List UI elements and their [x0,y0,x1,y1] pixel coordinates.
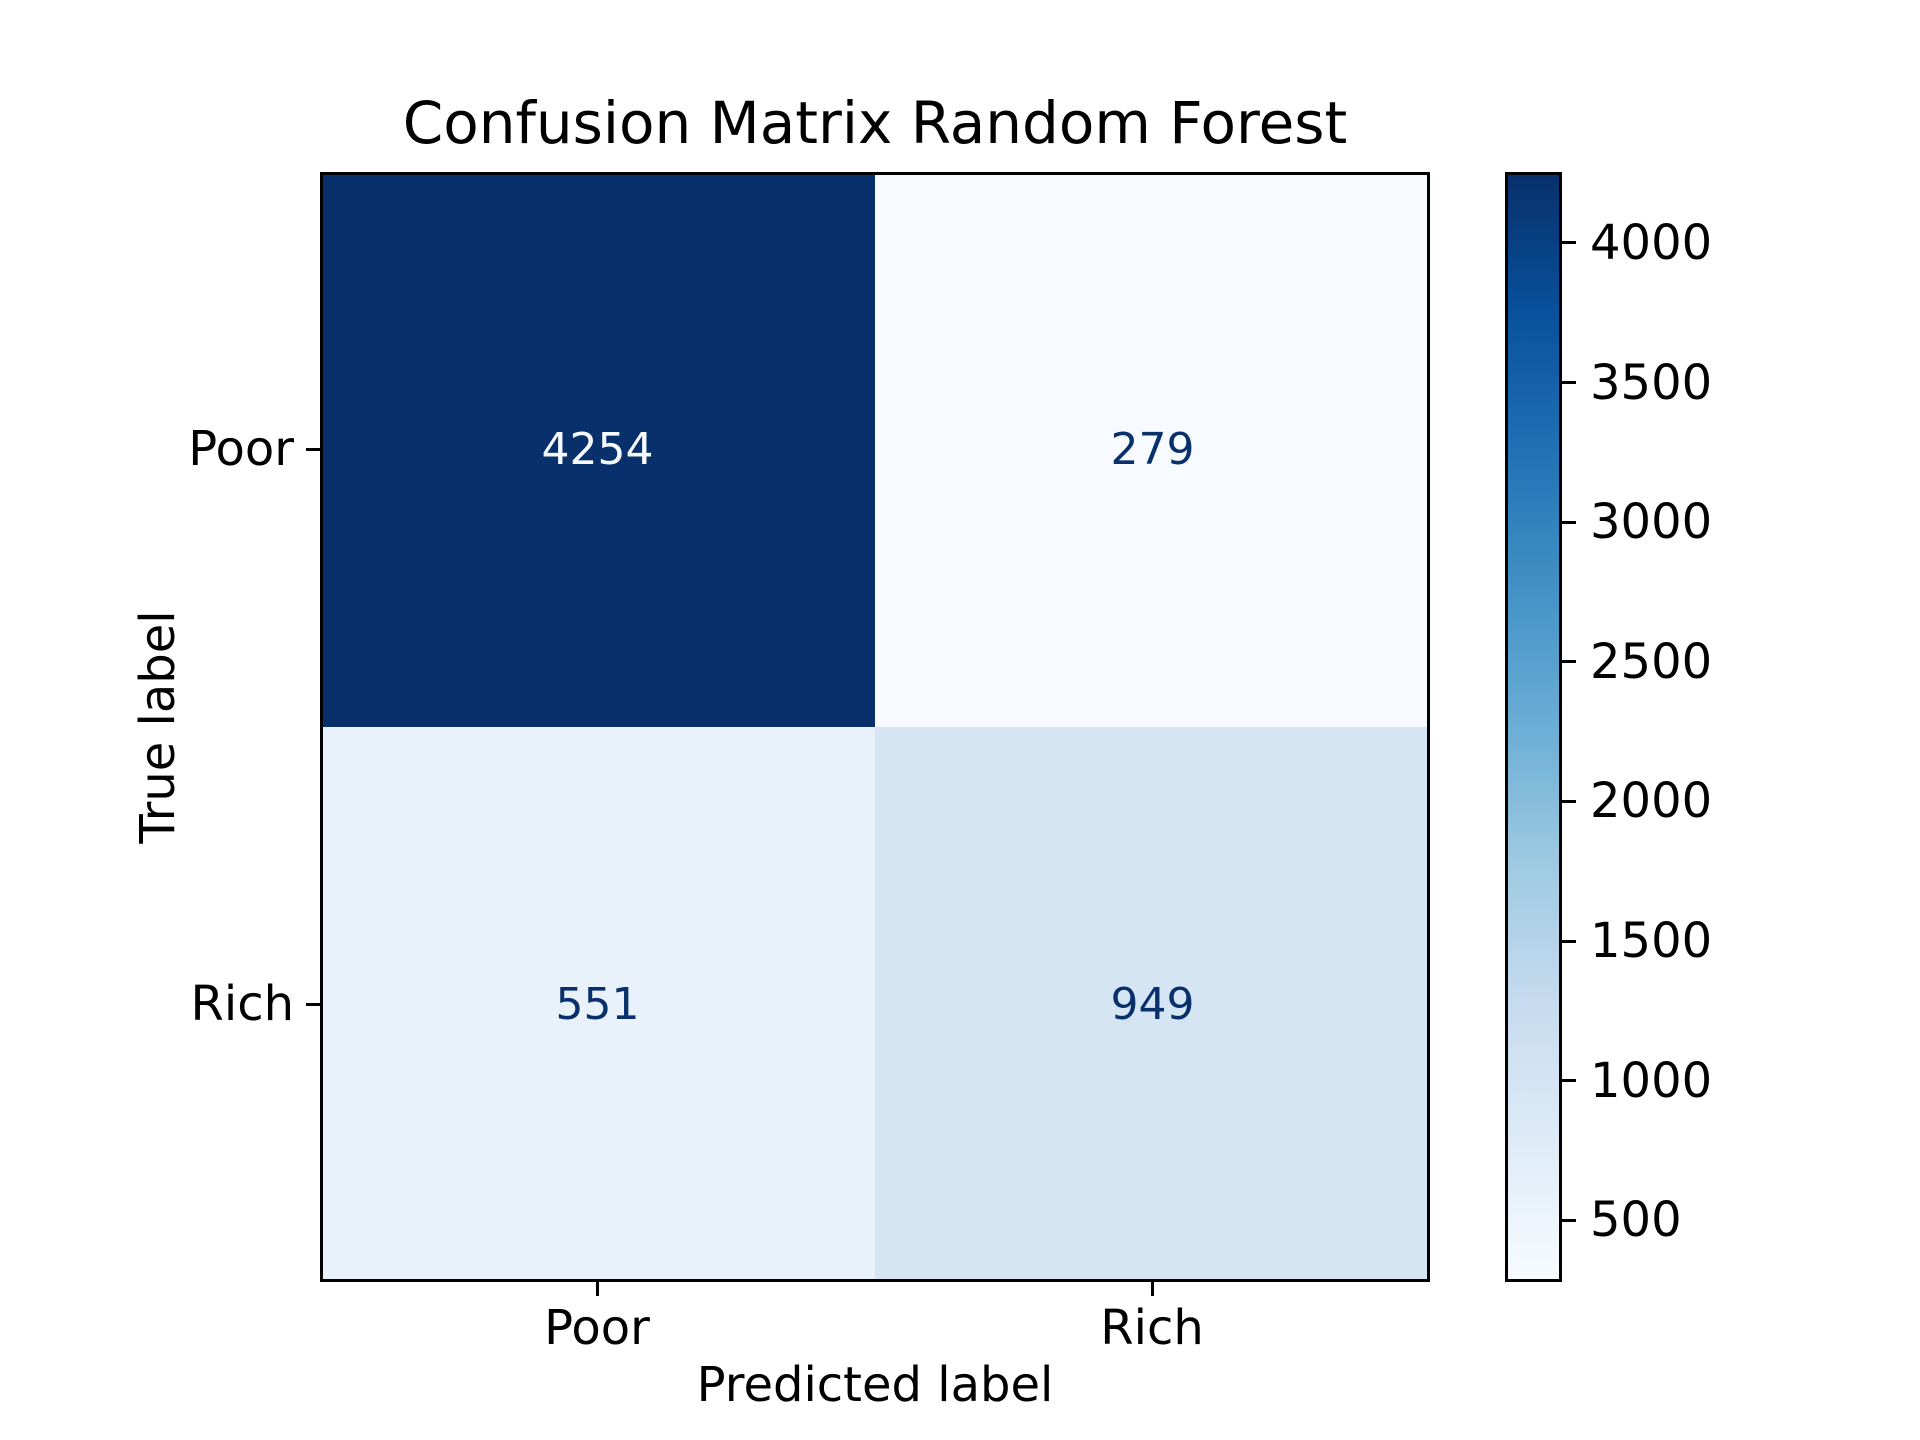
colorbar-tick-label-2000: 2000 [1590,773,1713,830]
ytick-label-rich: Rich [190,976,295,1032]
cell-value: 279 [1110,423,1195,475]
ytick-mark-rich [306,1003,320,1006]
colorbar [1505,172,1562,1282]
colorbar-tick-label-3000: 3000 [1590,494,1713,551]
heatmap-plot: 4254 279 551 949 [320,172,1430,1282]
matrix-cell-poor-rich: 279 [875,172,1430,727]
colorbar-tick-label-1500: 1500 [1590,913,1713,970]
chart-title: Confusion Matrix Random Forest [402,89,1348,157]
matrix-cell-poor-poor: 4254 [320,172,875,727]
colorbar-tick-mark-2000 [1562,799,1576,803]
cell-value: 949 [1110,978,1195,1030]
colorbar-tick-label-2500: 2500 [1590,633,1713,690]
x-axis-label: Predicted label [696,1357,1054,1413]
y-axis-label: True label [130,610,186,844]
colorbar-tick-mark-2500 [1562,660,1576,664]
colorbar-tick-mark-500 [1562,1218,1576,1222]
matrix-cell-rich-rich: 949 [875,727,1430,1282]
ytick-label-poor: Poor [188,421,294,477]
colorbar-tick-mark-1500 [1562,939,1576,943]
colorbar-tick-mark-3500 [1562,381,1576,385]
colorbar-tick-mark-3000 [1562,520,1576,524]
matrix-cell-rich-poor: 551 [320,727,875,1282]
colorbar-tick-label-1000: 1000 [1590,1052,1713,1109]
xtick-label-rich: Rich [1100,1300,1204,1356]
xtick-mark-poor [596,1282,599,1296]
xtick-mark-rich [1151,1282,1154,1296]
xtick-label-poor: Poor [544,1300,650,1356]
colorbar-tick-mark-1000 [1562,1079,1576,1083]
colorbar-tick-label-500: 500 [1590,1192,1682,1249]
ytick-mark-poor [306,448,320,451]
colorbar-tick-label-4000: 4000 [1590,214,1713,271]
colorbar-tick-mark-4000 [1562,241,1576,245]
cell-value: 4254 [541,423,654,475]
cell-value: 551 [555,978,640,1030]
colorbar-tick-label-3500: 3500 [1590,354,1713,411]
